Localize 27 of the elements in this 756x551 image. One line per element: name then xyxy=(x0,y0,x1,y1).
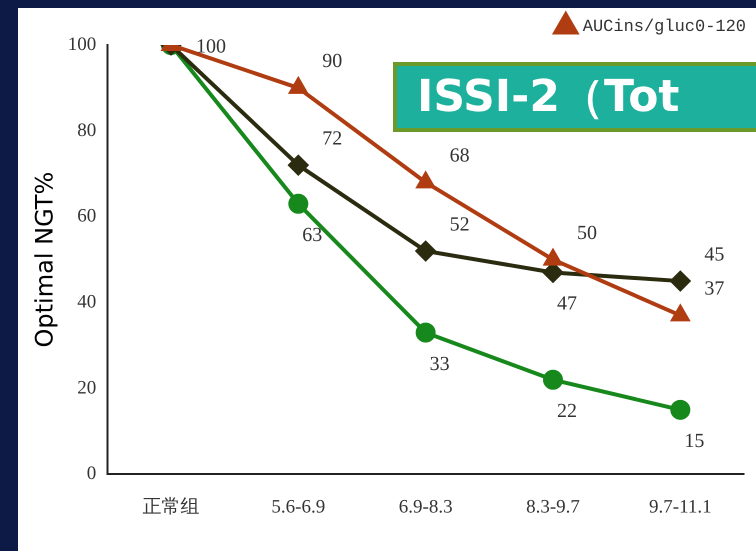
data-label: 90 xyxy=(322,50,342,72)
data-label: 33 xyxy=(430,352,450,375)
y-tick-label: 100 xyxy=(68,34,96,55)
data-label: 37 xyxy=(704,278,724,300)
legend-label: AUCins/gluc0-120 xyxy=(582,18,746,37)
y-tick-label: 0 xyxy=(86,463,96,484)
x-tick-label: 5.6-6.9 xyxy=(271,496,326,518)
data-label: 15 xyxy=(684,430,704,452)
y-axis-title: Optimal NGT% xyxy=(30,172,59,348)
data-label: 50 xyxy=(576,222,597,244)
data-label: 100 xyxy=(196,35,226,58)
y-tick-label: 40 xyxy=(77,292,96,313)
data-label: 63 xyxy=(302,224,322,246)
data-label: 22 xyxy=(556,400,577,422)
x-tick-label: 8.3-9.7 xyxy=(526,496,580,518)
y-tick-label: 20 xyxy=(77,377,96,398)
data-label: 45 xyxy=(704,243,724,266)
data-label: 72 xyxy=(322,127,342,150)
x-tick-label: 正常组 xyxy=(142,496,200,518)
y-tick-label: 80 xyxy=(77,120,96,141)
x-tick-label: 6.9-8.3 xyxy=(398,496,453,518)
data-label: 47 xyxy=(556,292,577,315)
data-label: 68 xyxy=(450,144,470,167)
data-label: 52 xyxy=(450,213,470,236)
annotation: ISSI-2（Tot xyxy=(393,62,756,132)
y-tick-label: 60 xyxy=(77,206,96,227)
x-tick-label: 9.7-11.1 xyxy=(649,496,712,518)
